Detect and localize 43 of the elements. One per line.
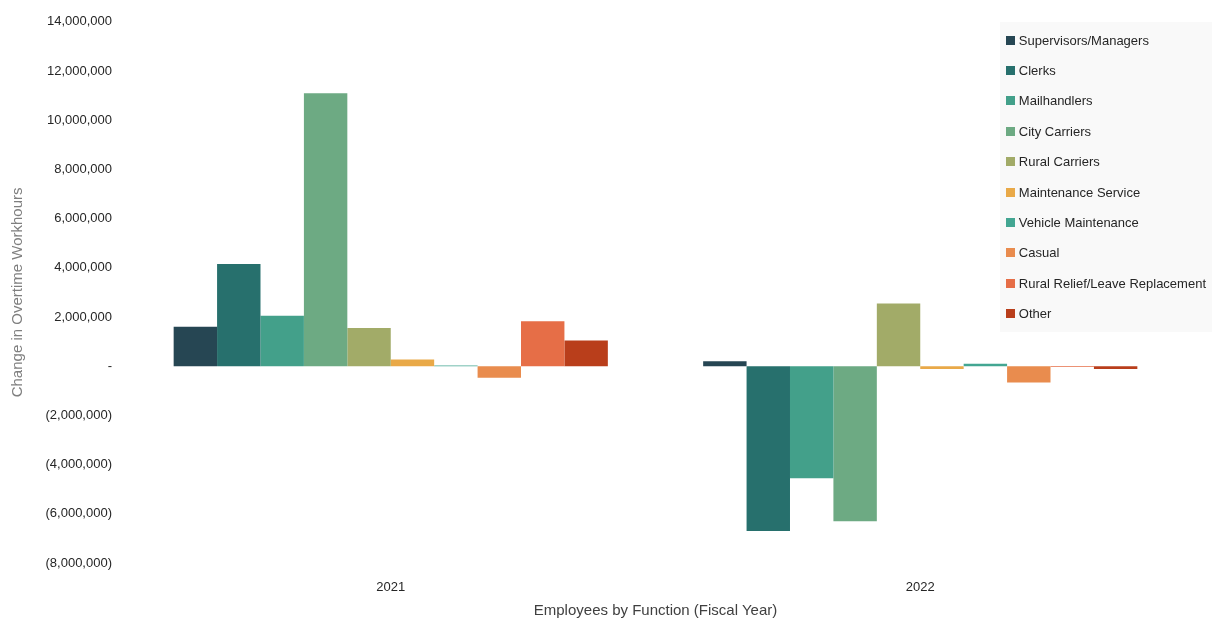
bar xyxy=(521,321,565,367)
y-tick-label: 2,000,000 xyxy=(54,308,112,324)
bar xyxy=(789,366,834,479)
y-tick-label: 8,000,000 xyxy=(54,160,112,176)
legend-label: Maintenance Service xyxy=(1018,184,1141,200)
bar xyxy=(876,303,921,367)
bar xyxy=(477,366,522,378)
y-tick-label: 6,000,000 xyxy=(54,210,112,226)
y-tick-label: (8,000,000) xyxy=(45,554,112,570)
x-tick-label: 2022 xyxy=(905,579,935,595)
legend-label: Rural Relief/Leave Replacement xyxy=(1018,275,1206,291)
bar xyxy=(390,359,435,367)
bar xyxy=(564,340,608,367)
bar xyxy=(746,366,790,532)
y-tick-label: 4,000,000 xyxy=(54,259,112,275)
y-tick-label: 10,000,000 xyxy=(46,111,112,127)
y-tick-label: (2,000,000) xyxy=(45,406,112,422)
legend-label: Clerks xyxy=(1018,63,1056,79)
legend-label: Rural Carriers xyxy=(1018,154,1100,170)
bar xyxy=(1007,366,1051,383)
bar xyxy=(260,315,304,367)
y-tick-label: (4,000,000) xyxy=(45,456,112,472)
x-axis-title: Employees by Function (Fiscal Year) xyxy=(533,601,778,619)
legend-label: Other xyxy=(1018,306,1052,322)
bar xyxy=(347,328,391,367)
bar xyxy=(173,326,218,367)
bar xyxy=(217,264,261,367)
x-tick-label: 2021 xyxy=(376,579,406,595)
bar xyxy=(703,361,747,367)
bar xyxy=(1093,366,1138,369)
legend-label: City Carriers xyxy=(1018,123,1092,139)
legend-label: Casual xyxy=(1018,245,1060,261)
y-tick-label: - xyxy=(107,357,112,373)
legend-label: Mailhandlers xyxy=(1018,93,1093,109)
y-tick-label: (6,000,000) xyxy=(45,505,112,521)
y-axis-title: Change in Overtime Workhours xyxy=(8,187,26,398)
bar xyxy=(833,366,877,522)
legend-label: Vehicle Maintenance xyxy=(1018,215,1139,231)
bar xyxy=(303,93,348,367)
y-tick-label: 12,000,000 xyxy=(46,62,112,78)
legend-label: Supervisors/Managers xyxy=(1018,32,1149,48)
bar xyxy=(920,366,964,369)
y-tick-label: 14,000,000 xyxy=(46,13,112,29)
